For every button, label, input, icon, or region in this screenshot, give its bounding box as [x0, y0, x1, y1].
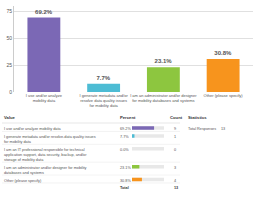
svg-text:I am an administrator and/or d: I am an administrator and/or designer fo…: [4, 166, 87, 175]
svg-text:Total Responses: Total Responses: [188, 127, 216, 131]
svg-text:23.1%: 23.1%: [120, 166, 131, 170]
svg-text:Other (please specify): Other (please specify): [4, 179, 42, 183]
svg-text:Percent: Percent: [120, 115, 136, 120]
svg-text:30.8%: 30.8%: [120, 179, 131, 183]
svg-text:Other (please specify): Other (please specify): [204, 93, 244, 98]
svg-text:50: 50: [6, 35, 12, 41]
svg-text:25: 25: [6, 62, 12, 68]
svg-text:I am an administrator and/or d: I am an administrator and/or designerfor…: [130, 93, 197, 103]
svg-text:I am an IT professional respon: I am an IT professional responsible for …: [4, 148, 87, 162]
svg-text:Statistics: Statistics: [188, 115, 207, 120]
svg-text:9: 9: [174, 127, 176, 131]
svg-text:Value: Value: [4, 115, 16, 120]
svg-text:1: 1: [174, 135, 176, 139]
svg-text:69.2%: 69.2%: [35, 9, 53, 15]
svg-text:75: 75: [6, 8, 12, 14]
svg-text:0: 0: [9, 89, 12, 95]
svg-text:7.7%: 7.7%: [120, 135, 129, 139]
svg-text:13: 13: [174, 186, 178, 190]
svg-text:4: 4: [174, 179, 176, 183]
svg-text:I generate metadata and/or res: I generate metadata and/or resolve-data …: [4, 135, 96, 144]
svg-text:0.0%: 0.0%: [120, 148, 129, 152]
svg-text:30.8%: 30.8%: [214, 50, 232, 56]
svg-text:Count: Count: [170, 115, 183, 120]
svg-text:3: 3: [174, 166, 176, 170]
svg-text:I use and/or analyzemobility d: I use and/or analyzemobility data: [26, 93, 63, 103]
svg-text:I use and/or analyze mobility: I use and/or analyze mobility data: [4, 127, 61, 131]
svg-text:69.2%: 69.2%: [120, 127, 131, 131]
svg-text:7.7%: 7.7%: [96, 75, 110, 81]
svg-text:13: 13: [221, 127, 225, 131]
svg-text:0: 0: [174, 148, 176, 152]
svg-text:I generate metadata and/orreso: I generate metadata and/orresolve data q…: [79, 93, 128, 108]
svg-text:Total: Total: [120, 186, 129, 190]
svg-text:23.1%: 23.1%: [155, 58, 173, 64]
